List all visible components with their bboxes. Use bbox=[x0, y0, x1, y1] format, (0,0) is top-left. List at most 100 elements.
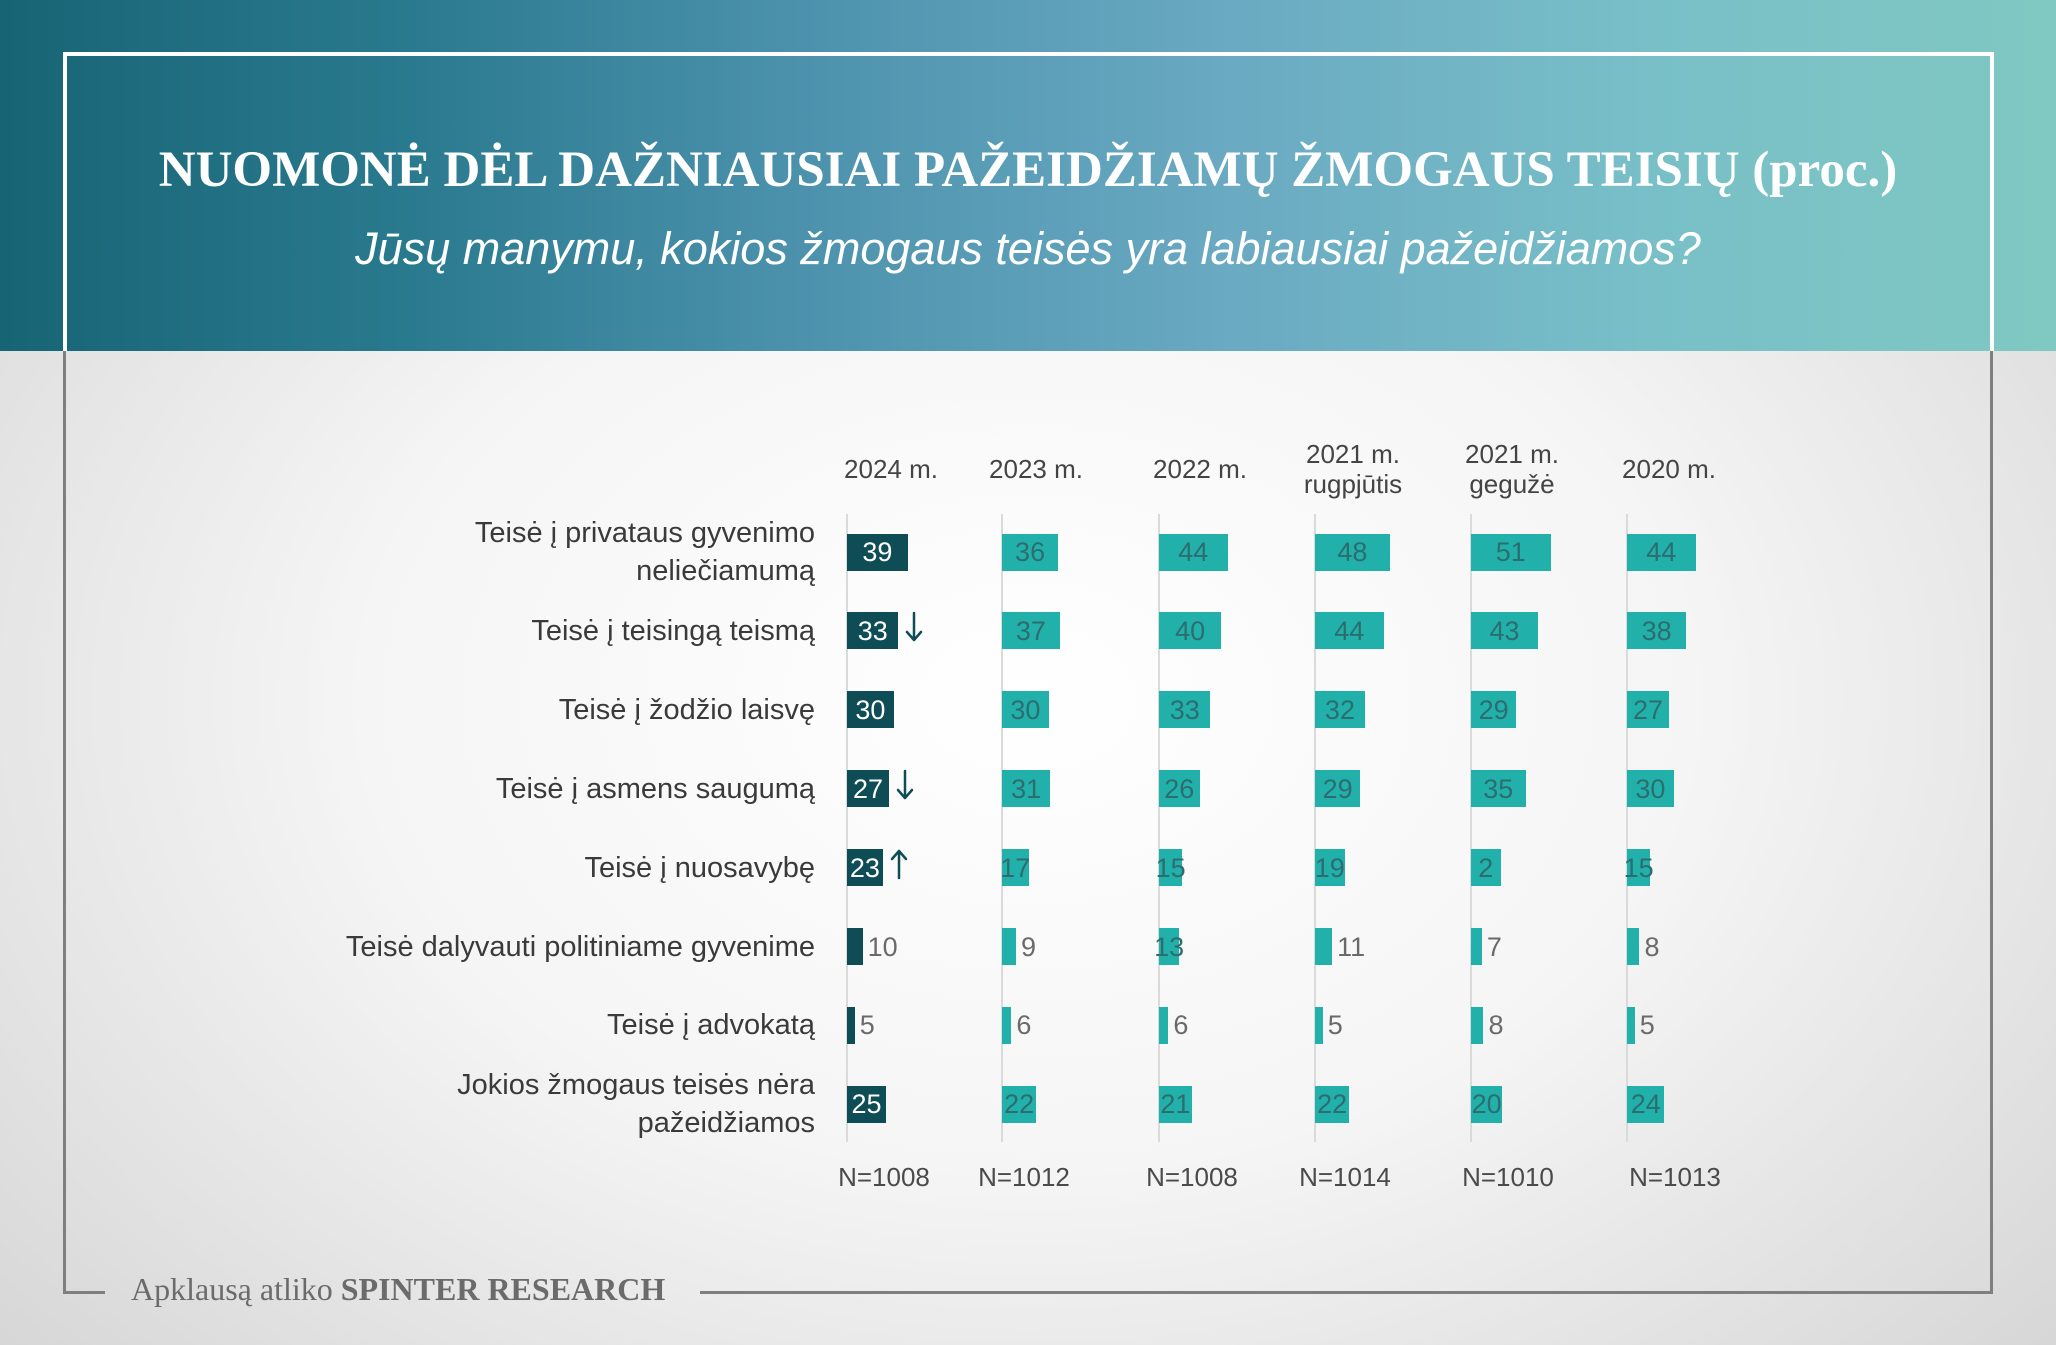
category-label: Teisė į asmens saugumą bbox=[495, 772, 815, 805]
footer-prefix: Apklausą atliko bbox=[131, 1271, 333, 1307]
data-label: 21 bbox=[1160, 1089, 1191, 1120]
bar bbox=[1002, 691, 1049, 729]
chart-subtitle: Jūsų manymu, kokios žmogaus teisės yra l… bbox=[355, 223, 1701, 274]
bar bbox=[1002, 1006, 1012, 1044]
header-band bbox=[0, 0, 2056, 351]
arrow-up-icon bbox=[890, 849, 908, 879]
frame-right-line-lower bbox=[1990, 351, 1993, 1294]
data-label: 33 bbox=[1169, 694, 1200, 725]
data-label: 8 bbox=[1644, 931, 1660, 962]
bar bbox=[847, 770, 890, 808]
frame-left-line-upper bbox=[63, 52, 67, 351]
data-label: 15 bbox=[1623, 852, 1654, 883]
bar bbox=[1159, 928, 1180, 965]
data-label: 44 bbox=[1646, 537, 1677, 567]
data-label: 27 bbox=[853, 773, 884, 804]
bar bbox=[1159, 691, 1211, 729]
data-label: 8 bbox=[1488, 1010, 1504, 1041]
category-label: Jokios žmogaus teisės nėra pažeidžiamos bbox=[457, 1069, 815, 1140]
series-label: 2024 m. bbox=[844, 454, 938, 484]
data-label: 35 bbox=[1483, 773, 1514, 804]
bar bbox=[1315, 1006, 1323, 1044]
bar bbox=[1315, 1085, 1350, 1123]
data-label: 22 bbox=[1317, 1089, 1348, 1120]
data-label: 5 bbox=[859, 1010, 875, 1041]
bar bbox=[1627, 1085, 1665, 1123]
frame-bottom-line-left bbox=[63, 1291, 105, 1294]
data-label: 37 bbox=[1015, 615, 1046, 646]
column-baseline bbox=[1158, 514, 1160, 1143]
bar bbox=[1315, 928, 1333, 965]
series-label: 2021 m. gegužė bbox=[1465, 439, 1559, 499]
frame-top-line bbox=[63, 52, 1994, 56]
data-label: 36 bbox=[1015, 537, 1046, 567]
arrow-down-icon bbox=[906, 611, 923, 642]
bar bbox=[847, 691, 894, 729]
bar bbox=[847, 1085, 886, 1123]
data-label: 6 bbox=[1016, 1010, 1032, 1041]
bar bbox=[1471, 612, 1539, 650]
data-label: 27 bbox=[1633, 694, 1664, 725]
data-label: 29 bbox=[1478, 694, 1509, 725]
category-label: Teisė į nuosavybę bbox=[584, 851, 815, 884]
data-label: 15 bbox=[1155, 852, 1186, 883]
bar bbox=[847, 612, 899, 650]
bar bbox=[847, 928, 863, 965]
bar bbox=[1627, 849, 1651, 887]
data-label: 30 bbox=[855, 694, 886, 725]
data-label: 43 bbox=[1489, 615, 1520, 646]
bar bbox=[1471, 1085, 1503, 1123]
data-label: 33 bbox=[857, 615, 888, 646]
data-label: 9 bbox=[1021, 931, 1037, 962]
bar bbox=[1159, 1006, 1169, 1044]
sample-size-label: N=1012 bbox=[978, 1162, 1070, 1192]
data-label: 6 bbox=[1173, 1010, 1189, 1041]
data-label: 22 bbox=[1004, 1089, 1035, 1120]
data-label: 10 bbox=[867, 931, 898, 962]
data-label: 32 bbox=[1324, 694, 1355, 725]
bar bbox=[1159, 612, 1222, 650]
data-label: 5 bbox=[1327, 1010, 1343, 1041]
series-label: 2022 m. bbox=[1153, 454, 1247, 484]
bar bbox=[1315, 770, 1361, 808]
data-label: 29 bbox=[1322, 773, 1353, 804]
bar bbox=[847, 1006, 855, 1044]
bar bbox=[1627, 612, 1687, 650]
column-baseline bbox=[1001, 514, 1003, 1143]
data-label: 17 bbox=[1000, 852, 1031, 883]
bar bbox=[1002, 612, 1060, 650]
data-label: 26 bbox=[1164, 773, 1195, 804]
category-label: Teisė į advokatą bbox=[607, 1009, 815, 1042]
column-baseline bbox=[1314, 514, 1316, 1143]
data-label: 20 bbox=[1471, 1089, 1502, 1120]
data-label: 11 bbox=[1337, 931, 1366, 962]
bar bbox=[1315, 612, 1384, 650]
sample-size-label: N=1013 bbox=[1629, 1162, 1721, 1192]
bar bbox=[1471, 691, 1517, 729]
sample-size-label: N=1008 bbox=[838, 1162, 930, 1192]
series-label: 2020 m. bbox=[1622, 454, 1716, 484]
bar bbox=[1002, 1085, 1037, 1123]
data-label: 39 bbox=[862, 537, 893, 567]
bar bbox=[1002, 849, 1029, 887]
data-label: 44 bbox=[1334, 615, 1365, 646]
frame-left-line-lower bbox=[63, 351, 66, 1294]
bar bbox=[1159, 1085, 1192, 1123]
bar bbox=[1471, 928, 1482, 965]
bar bbox=[1315, 533, 1390, 571]
category-label: Teisė dalyvauti politiniame gyvenime bbox=[345, 930, 815, 963]
frame-right-line-upper bbox=[1990, 52, 1994, 351]
bar bbox=[1315, 691, 1365, 729]
frame-bottom-line-right bbox=[700, 1291, 1993, 1294]
column-baseline bbox=[1626, 514, 1628, 1143]
bar bbox=[1002, 770, 1051, 808]
bar bbox=[1471, 849, 1501, 887]
series-label: 2021 m. rugpjūtis bbox=[1303, 439, 1403, 499]
bar bbox=[847, 849, 883, 887]
sample-size-label: N=1008 bbox=[1146, 1162, 1238, 1192]
data-label: 31 bbox=[1011, 773, 1042, 804]
sample-size-label: N=1014 bbox=[1299, 1162, 1391, 1192]
data-label: 44 bbox=[1178, 537, 1209, 567]
